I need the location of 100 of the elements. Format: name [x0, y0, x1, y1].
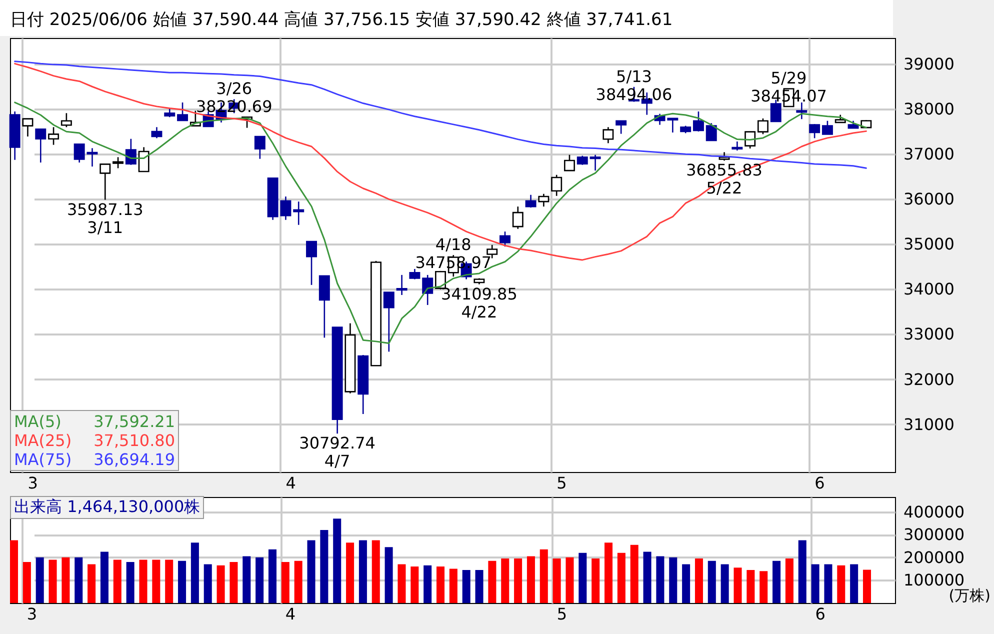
bar	[36, 557, 44, 603]
candlestick	[125, 138, 136, 166]
candlestick	[538, 193, 550, 208]
y-tick-label: 36000	[904, 190, 954, 209]
bar	[462, 570, 470, 603]
bar	[798, 540, 806, 603]
candlestick	[706, 122, 717, 142]
bar	[190, 542, 199, 603]
bar	[552, 558, 561, 603]
bar	[837, 565, 846, 603]
bar	[424, 565, 432, 603]
y-tick-label: 32000	[904, 370, 954, 389]
bar	[10, 540, 18, 603]
bar	[113, 560, 122, 603]
bar	[74, 557, 83, 603]
y-tick-label: 34000	[904, 280, 954, 299]
bar	[824, 564, 832, 603]
candlestick	[35, 128, 46, 164]
annotation: 37,510.80	[94, 431, 176, 450]
annotation: 36,694.19	[94, 450, 176, 469]
candlestick	[809, 123, 820, 139]
bar	[372, 540, 380, 603]
bar	[384, 547, 393, 603]
bar	[100, 552, 108, 603]
bar	[734, 568, 742, 603]
bar	[281, 562, 290, 603]
x-tick-label: 6	[815, 604, 826, 624]
bar	[320, 530, 328, 603]
y-tick-label: 39000	[904, 54, 954, 74]
bar	[436, 566, 445, 603]
y-tick-label: 400000	[904, 502, 965, 522]
candlestick	[551, 174, 562, 197]
candlestick	[512, 206, 524, 230]
bar	[643, 552, 652, 603]
candlestick	[151, 126, 162, 139]
bar	[333, 518, 342, 603]
candlestick	[306, 240, 317, 286]
candlestick	[590, 154, 601, 172]
candlestick	[112, 156, 124, 169]
bar	[862, 570, 871, 603]
line-series	[14, 102, 867, 344]
bar	[165, 560, 174, 603]
bar	[410, 566, 419, 603]
x-tick-label: 3	[28, 474, 38, 492]
y-tick-label: 200000	[904, 548, 965, 567]
candlestick	[564, 154, 575, 172]
x-tick-label: 5	[556, 604, 568, 624]
y-tick-label: 37000	[904, 144, 954, 164]
annotation: 30792.74 4/7	[299, 434, 376, 471]
y-tick-label: 35000	[904, 234, 954, 254]
bar	[204, 564, 212, 603]
candlestick	[732, 140, 743, 152]
candlestick	[138, 146, 150, 172]
bar	[604, 542, 613, 603]
candlestick	[757, 118, 768, 135]
y-tick-label: 300000	[904, 525, 965, 544]
bar	[449, 568, 458, 603]
bar	[746, 570, 755, 603]
bar	[578, 552, 587, 603]
annotation: 37,592.21	[94, 412, 176, 431]
annotation: 35987.13 3/11	[66, 200, 144, 237]
bar	[268, 549, 276, 603]
bar	[126, 562, 134, 603]
bar	[682, 564, 690, 603]
y-tick-label: 33000	[904, 324, 954, 344]
x-tick-label: 4	[285, 604, 296, 624]
bar	[62, 557, 70, 603]
x-tick-label: 5	[556, 474, 567, 492]
candlestick	[254, 136, 266, 160]
bar	[760, 571, 768, 603]
candlestick	[576, 155, 588, 166]
y-tick-label: 38000	[904, 100, 954, 119]
x-tick-label: 3	[26, 604, 38, 624]
bar	[22, 562, 31, 603]
candlestick	[409, 268, 420, 280]
candlestick	[293, 200, 304, 226]
bar	[178, 560, 186, 603]
bar	[630, 544, 638, 603]
bar	[772, 560, 781, 603]
bar	[307, 540, 316, 603]
bar	[346, 542, 354, 603]
bar	[358, 540, 367, 603]
bar	[526, 556, 535, 603]
bar	[592, 558, 600, 603]
candlestick	[396, 274, 408, 296]
candlestick	[164, 107, 176, 118]
bar	[811, 564, 820, 603]
bar	[152, 560, 160, 603]
text: MA(75)	[14, 450, 72, 469]
candlestick	[22, 118, 34, 138]
chart-title: 出来高 1,464,130,000株	[10, 496, 204, 519]
bar	[850, 564, 858, 603]
candlestick	[602, 126, 614, 144]
bar	[475, 570, 484, 603]
y-tick-label: 31000	[904, 414, 954, 434]
bar	[139, 560, 148, 603]
bar	[501, 558, 510, 603]
bar	[294, 560, 302, 603]
candlestick	[383, 292, 394, 352]
candlestick	[744, 131, 756, 150]
